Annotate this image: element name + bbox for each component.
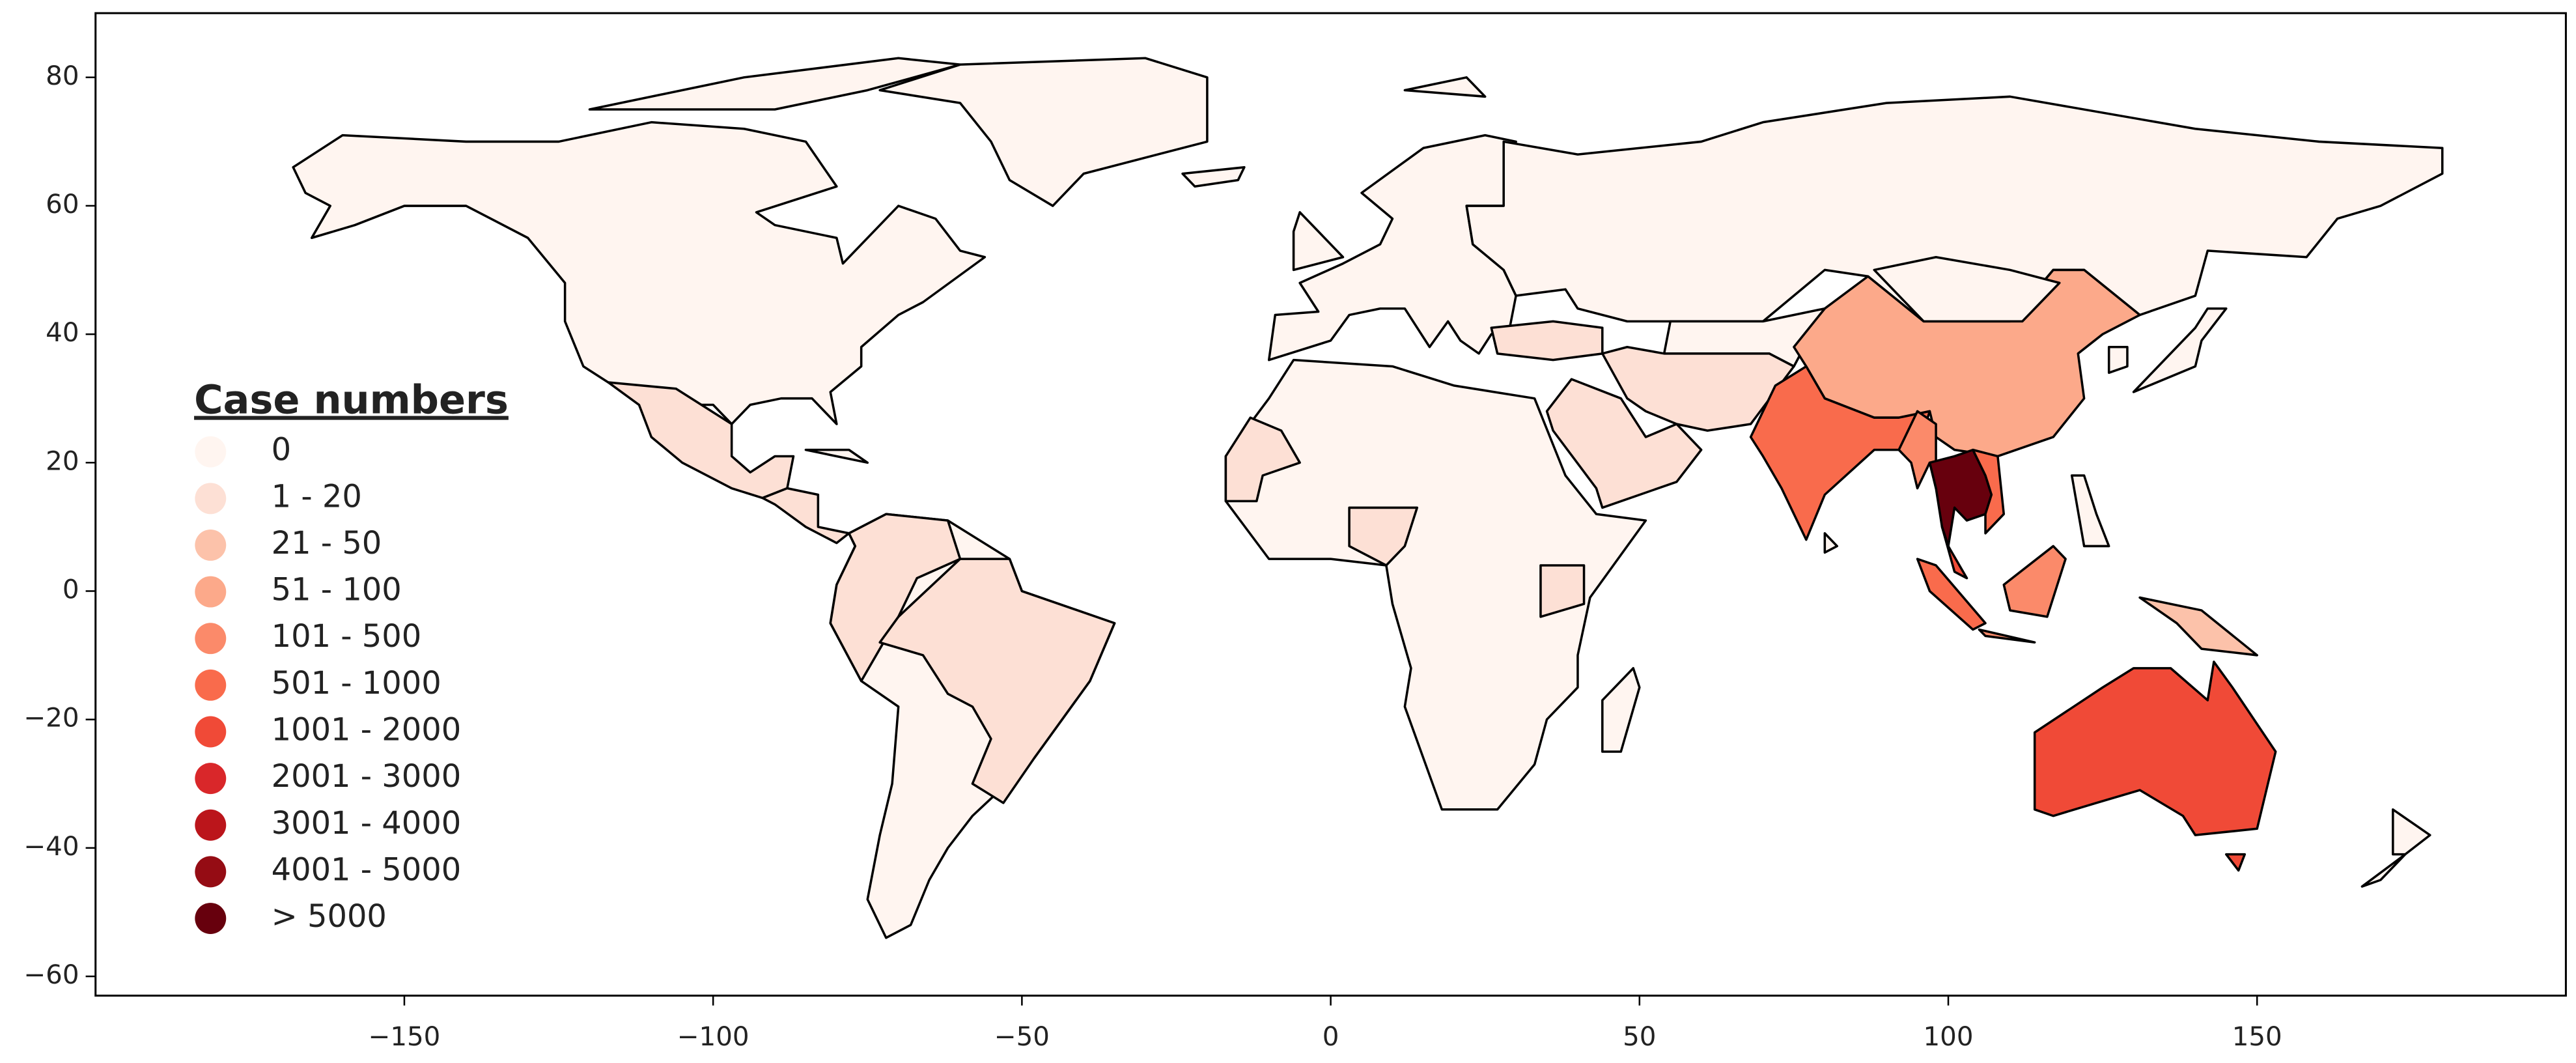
country <box>1292 211 1345 272</box>
y-tick-label: 0 <box>63 574 79 604</box>
country <box>1545 378 1703 509</box>
x-tick-label: 100 <box>1924 1021 1974 1052</box>
country <box>1181 166 1246 188</box>
legend-label: 1001 - 2000 <box>272 712 462 748</box>
country <box>1403 76 1487 98</box>
legend-title: Case numbers <box>194 378 509 423</box>
legend-swatch <box>195 669 227 701</box>
country <box>2033 660 2277 836</box>
legend-label: 3001 - 4000 <box>272 806 462 842</box>
legend-swatch <box>195 529 227 561</box>
country <box>292 120 987 425</box>
legend-swatch <box>195 763 227 795</box>
country <box>1490 320 1604 361</box>
legend-label: 101 - 500 <box>272 619 422 655</box>
legend-swatch <box>195 483 227 515</box>
country <box>1823 532 1839 554</box>
x-tick-label: −100 <box>677 1021 749 1052</box>
country <box>2225 853 2247 872</box>
x-tick-label: 0 <box>1323 1021 1339 1052</box>
legend-label: 4001 - 5000 <box>272 852 462 888</box>
countries <box>292 57 2444 939</box>
country <box>1940 526 1968 580</box>
legend-swatch <box>195 856 227 888</box>
country <box>1972 448 2006 535</box>
y-tick-label: −60 <box>23 959 79 990</box>
country <box>1873 255 2061 323</box>
legend-label: 1 - 20 <box>272 479 362 515</box>
legend-label: 0 <box>272 432 291 468</box>
legend-label: 2001 - 3000 <box>272 759 462 795</box>
country <box>1978 628 2036 644</box>
country <box>1224 416 1301 503</box>
y-tick-label: 80 <box>46 61 79 91</box>
country <box>2360 853 2407 888</box>
y-tick-label: 60 <box>46 189 79 220</box>
legend-label: 501 - 1000 <box>272 666 441 702</box>
country <box>2002 545 2067 618</box>
country <box>2132 307 2228 393</box>
country <box>1916 558 1987 631</box>
y-tick-label: −20 <box>23 703 79 733</box>
legend-swatch <box>195 716 227 748</box>
legend-label: 51 - 100 <box>272 573 402 608</box>
y-tick-label: −40 <box>23 831 79 862</box>
country <box>1928 448 1993 548</box>
country <box>1601 667 1641 753</box>
legend-label: > 5000 <box>272 899 387 935</box>
legend-swatch <box>195 623 227 655</box>
legend-label: 21 - 50 <box>272 526 382 561</box>
x-tick-label: −150 <box>369 1021 441 1052</box>
y-tick-label: 20 <box>46 446 79 476</box>
country <box>607 381 795 500</box>
country <box>878 57 1209 207</box>
legend-swatch <box>195 436 227 468</box>
legend-swatch <box>195 903 227 934</box>
legend-swatch <box>195 809 227 841</box>
country <box>2138 596 2258 657</box>
x-tick-label: 50 <box>1623 1021 1656 1052</box>
x-tick-label: 150 <box>2232 1021 2282 1052</box>
x-tick-label: −50 <box>994 1021 1050 1052</box>
country <box>2107 345 2129 375</box>
country <box>878 558 1116 804</box>
y-tick-label: 40 <box>46 317 79 348</box>
country <box>1348 506 1419 567</box>
country <box>804 448 869 464</box>
country <box>2070 474 2110 548</box>
country <box>1539 564 1586 618</box>
country <box>1224 358 1647 811</box>
legend-swatch <box>195 576 227 608</box>
